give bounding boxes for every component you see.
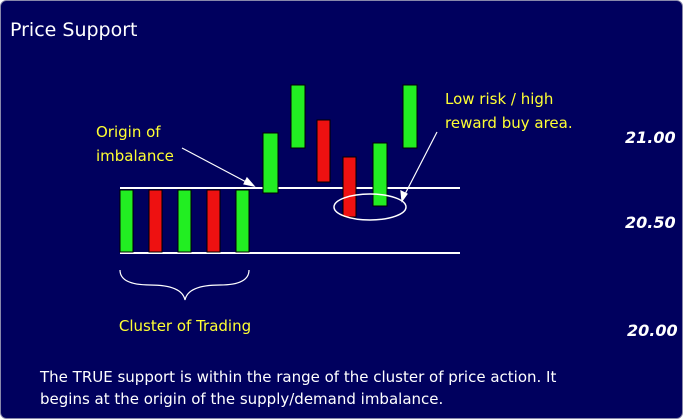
annotation: imbalance bbox=[96, 147, 174, 165]
price-label: 20.50 bbox=[625, 213, 676, 232]
cluster-brace bbox=[119, 269, 250, 301]
title: Price Support bbox=[10, 19, 138, 41]
annotation: Low risk / high bbox=[445, 90, 553, 108]
buy-area-ellipse bbox=[333, 193, 407, 221]
caption: begins at the origin of the supply/deman… bbox=[40, 390, 443, 408]
caption: The TRUE support is within the range of … bbox=[39, 368, 556, 386]
support-lines bbox=[120, 187, 460, 254]
price-label: 21.00 bbox=[625, 128, 676, 147]
candles bbox=[262, 84, 418, 218]
price-label: 20.00 bbox=[627, 321, 678, 340]
cluster-candles bbox=[119, 189, 250, 253]
annotation: reward buy area. bbox=[445, 114, 573, 132]
arrows bbox=[181, 131, 438, 203]
annotation: Origin of bbox=[96, 123, 161, 141]
annotation: Cluster of Trading bbox=[119, 317, 251, 335]
